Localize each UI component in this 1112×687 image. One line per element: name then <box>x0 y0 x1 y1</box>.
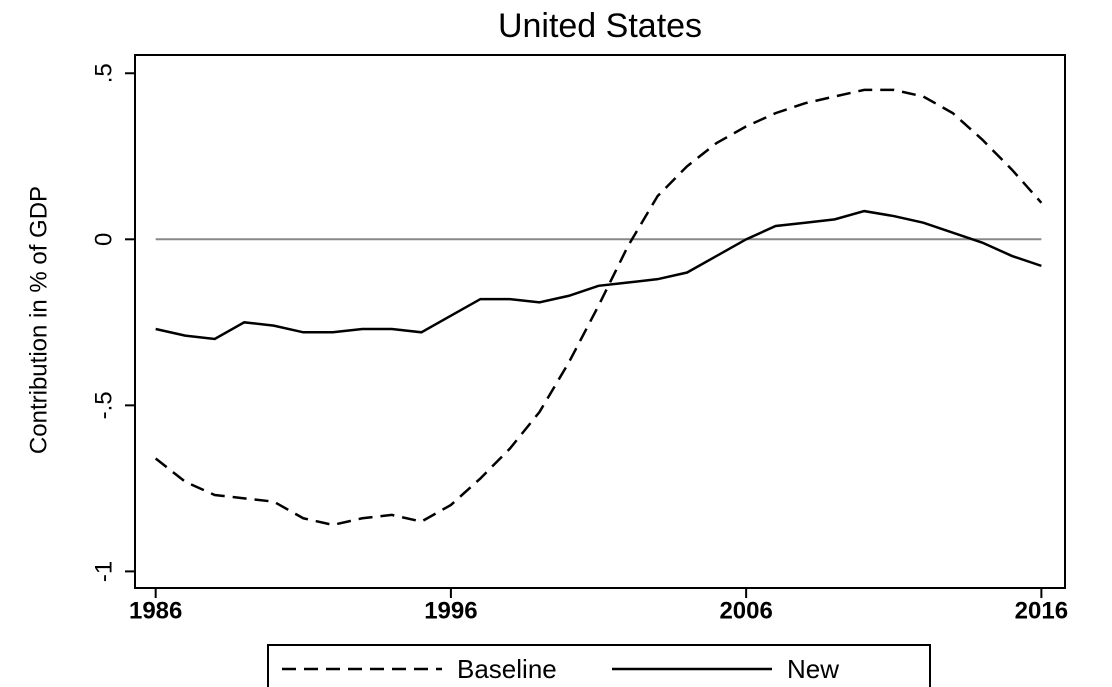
y-tick-label: -1 <box>90 561 117 582</box>
chart-title: United States <box>498 7 702 45</box>
legend-label: Baseline <box>457 654 557 684</box>
y-tick-label: 0 <box>90 233 117 246</box>
x-tick-label: 1986 <box>129 597 182 624</box>
legend-box <box>267 644 931 687</box>
x-tick-label: 1996 <box>424 597 477 624</box>
x-tick-label: 2006 <box>719 597 772 624</box>
y-axis-label: Contribution in % of GDP <box>25 186 52 454</box>
plot-frame <box>134 54 1066 589</box>
legend-label: New <box>787 654 839 684</box>
line-series <box>155 209 1042 341</box>
x-tick-label: 2016 <box>1015 597 1068 624</box>
y-tick-label: -.5 <box>90 391 117 419</box>
line-series <box>154 88 1043 527</box>
y-tick-label: .5 <box>90 63 117 83</box>
